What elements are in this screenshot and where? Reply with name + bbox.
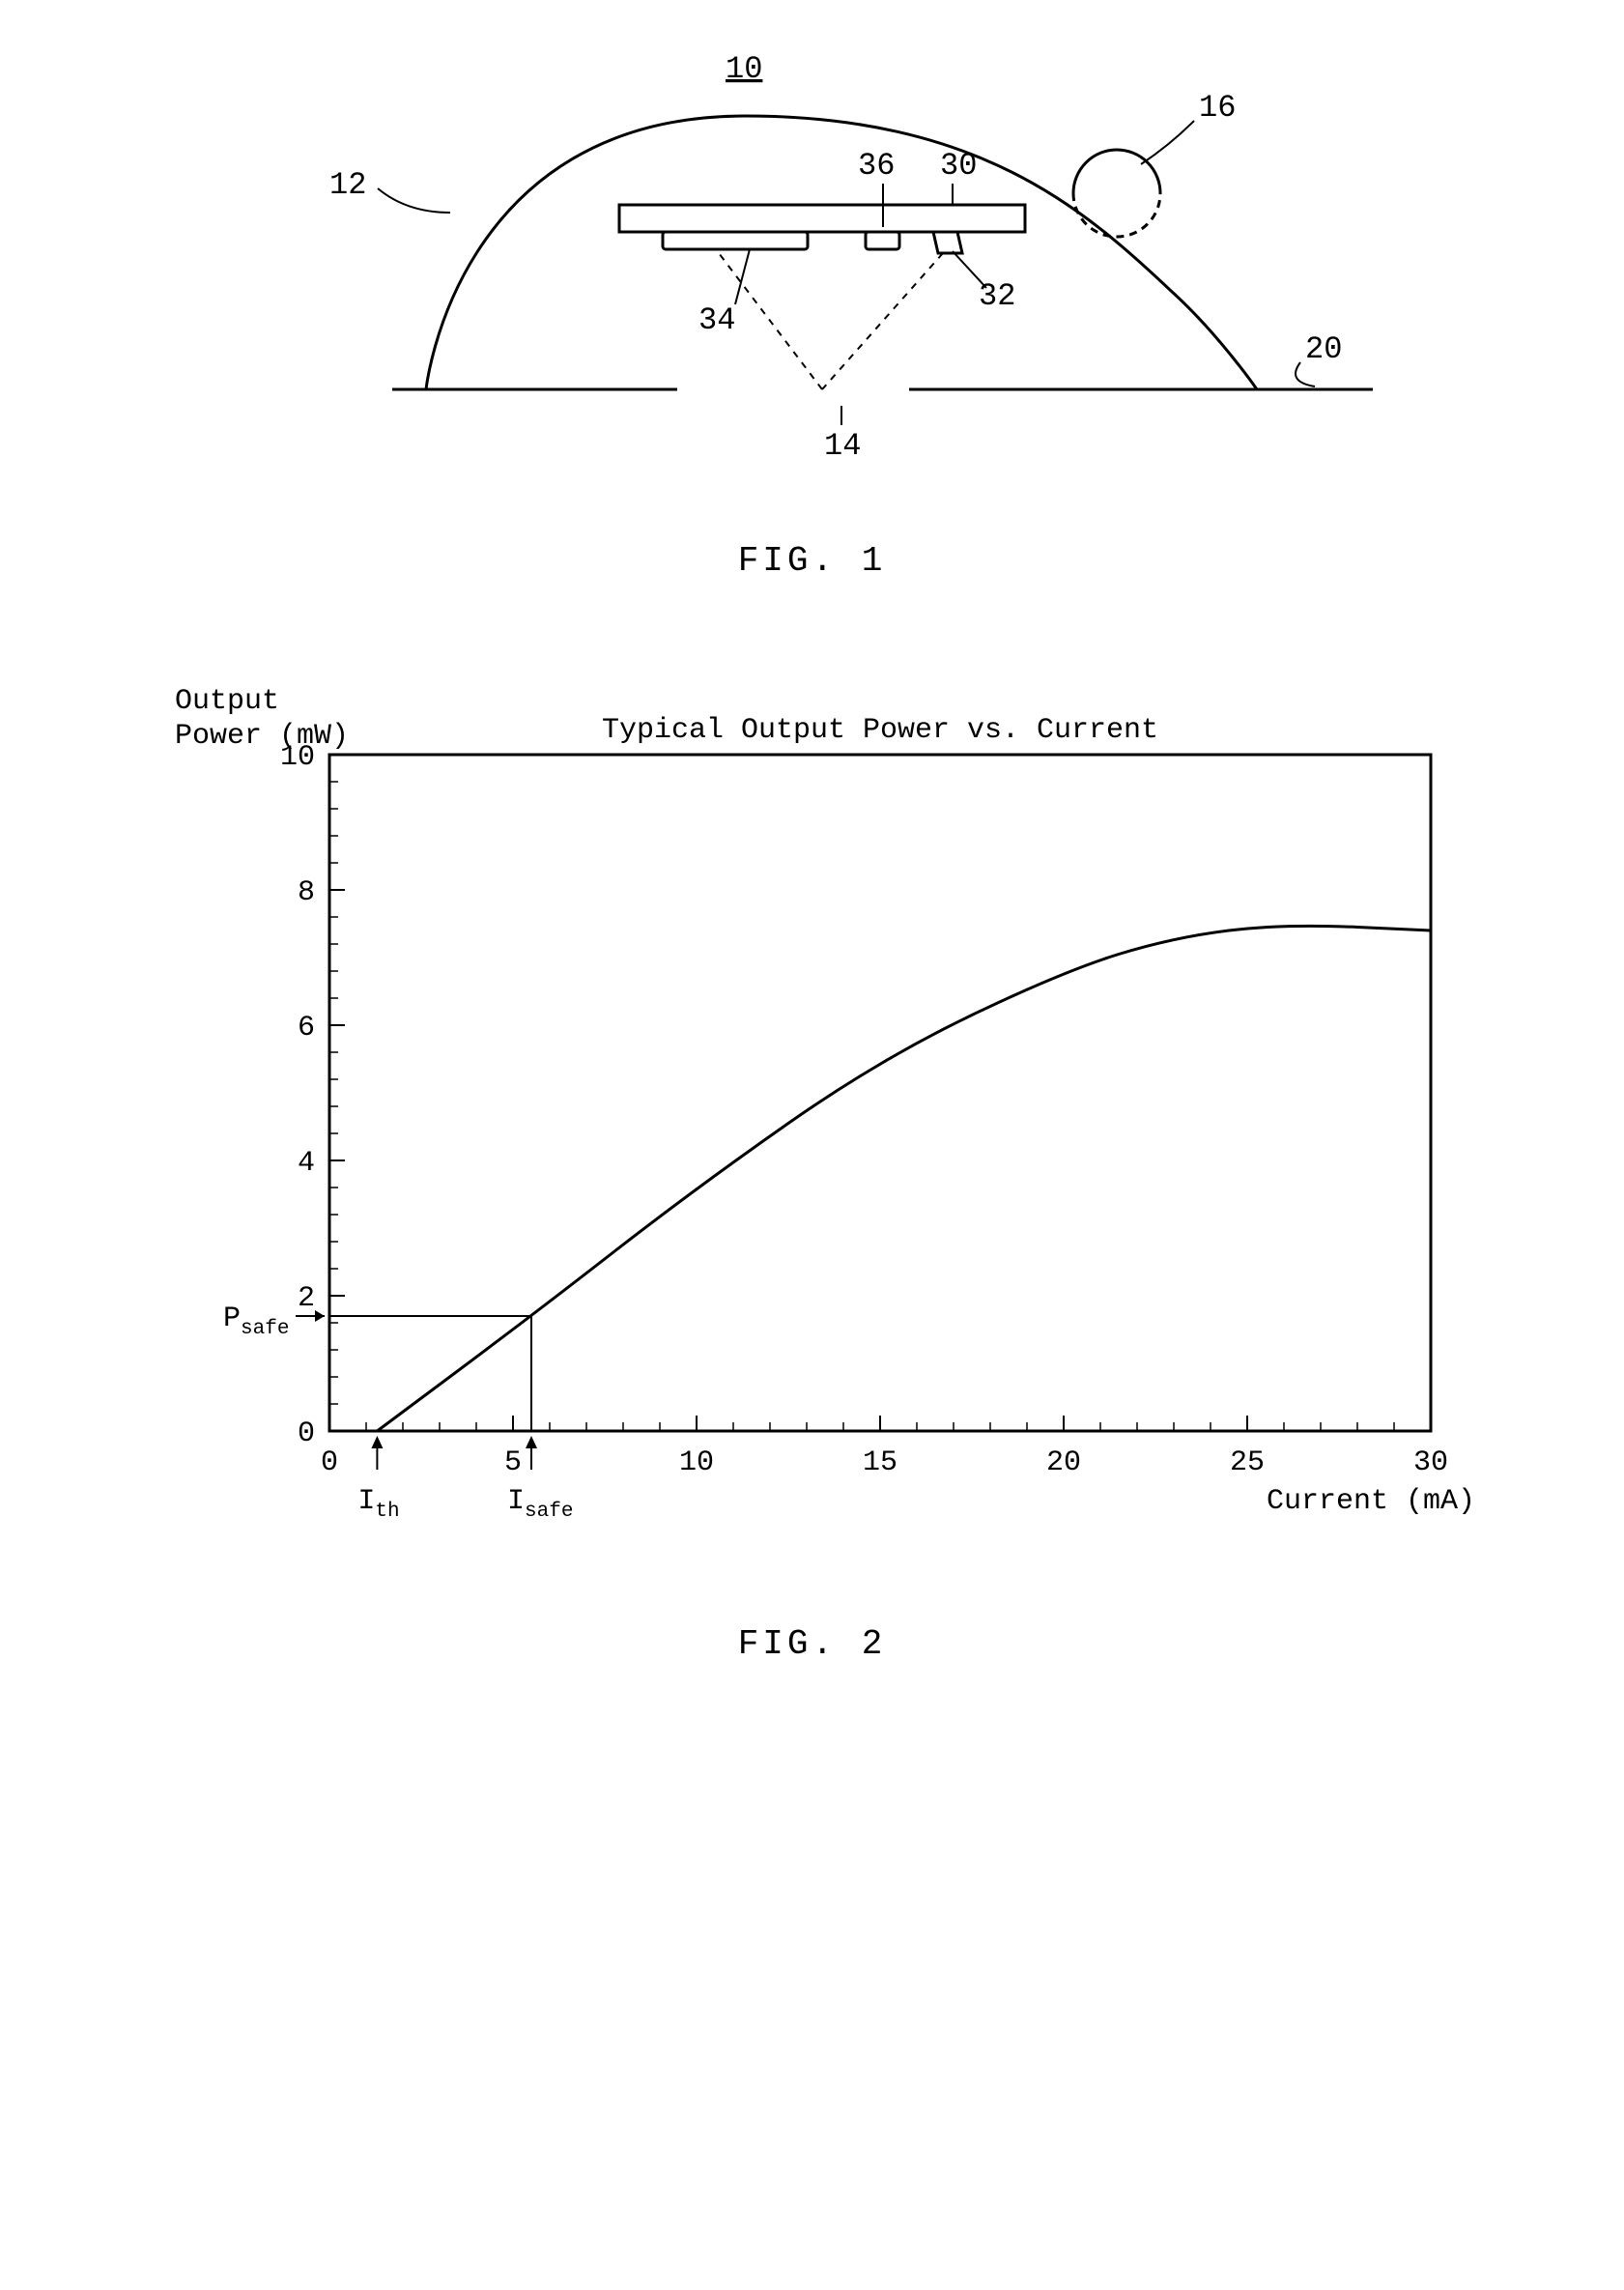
svg-text:25: 25 <box>1229 1446 1264 1479</box>
figure-2: Typical Output Power vs. Current OutputPo… <box>39 639 1585 1664</box>
svg-text:6: 6 <box>297 1012 314 1045</box>
svg-text:0: 0 <box>320 1446 337 1479</box>
svg-text:Isafe: Isafe <box>507 1485 573 1523</box>
svg-text:32: 32 <box>979 278 1015 314</box>
svg-text:16: 16 <box>1199 90 1236 126</box>
svg-text:12: 12 <box>329 167 366 203</box>
svg-text:Power (mW): Power (mW) <box>175 720 349 753</box>
svg-text:36: 36 <box>858 148 895 184</box>
svg-text:15: 15 <box>862 1446 897 1479</box>
svg-text:14: 14 <box>824 428 861 464</box>
svg-text:10: 10 <box>279 741 314 774</box>
fig2-caption: FIG. 2 <box>39 1624 1585 1664</box>
svg-text:10: 10 <box>726 51 762 87</box>
svg-text:Current (mA): Current (mA) <box>1267 1485 1475 1518</box>
svg-text:34: 34 <box>698 302 735 338</box>
fig2-chart: Typical Output Power vs. Current OutputPo… <box>136 639 1489 1605</box>
svg-text:8: 8 <box>297 876 314 909</box>
figure-1: 10 12 16 20 14 30 36 34 32 FIG. 1 <box>39 39 1585 581</box>
svg-text:30: 30 <box>1412 1446 1447 1479</box>
svg-text:Ith: Ith <box>357 1485 399 1523</box>
svg-text:10: 10 <box>678 1446 713 1479</box>
fig1-caption: FIG. 1 <box>39 541 1585 581</box>
svg-text:30: 30 <box>940 148 977 184</box>
svg-text:5: 5 <box>503 1446 521 1479</box>
svg-text:4: 4 <box>297 1147 314 1180</box>
svg-text:20: 20 <box>1045 1446 1080 1479</box>
svg-text:Typical Output Power vs. Curre: Typical Output Power vs. Current <box>601 714 1157 747</box>
svg-text:Psafe: Psafe <box>223 1302 289 1340</box>
svg-text:Output: Output <box>175 685 279 718</box>
svg-text:0: 0 <box>297 1417 314 1450</box>
svg-text:2: 2 <box>297 1282 314 1315</box>
fig1-diagram: 10 12 16 20 14 30 36 34 32 <box>233 39 1392 522</box>
svg-text:20: 20 <box>1305 331 1342 367</box>
